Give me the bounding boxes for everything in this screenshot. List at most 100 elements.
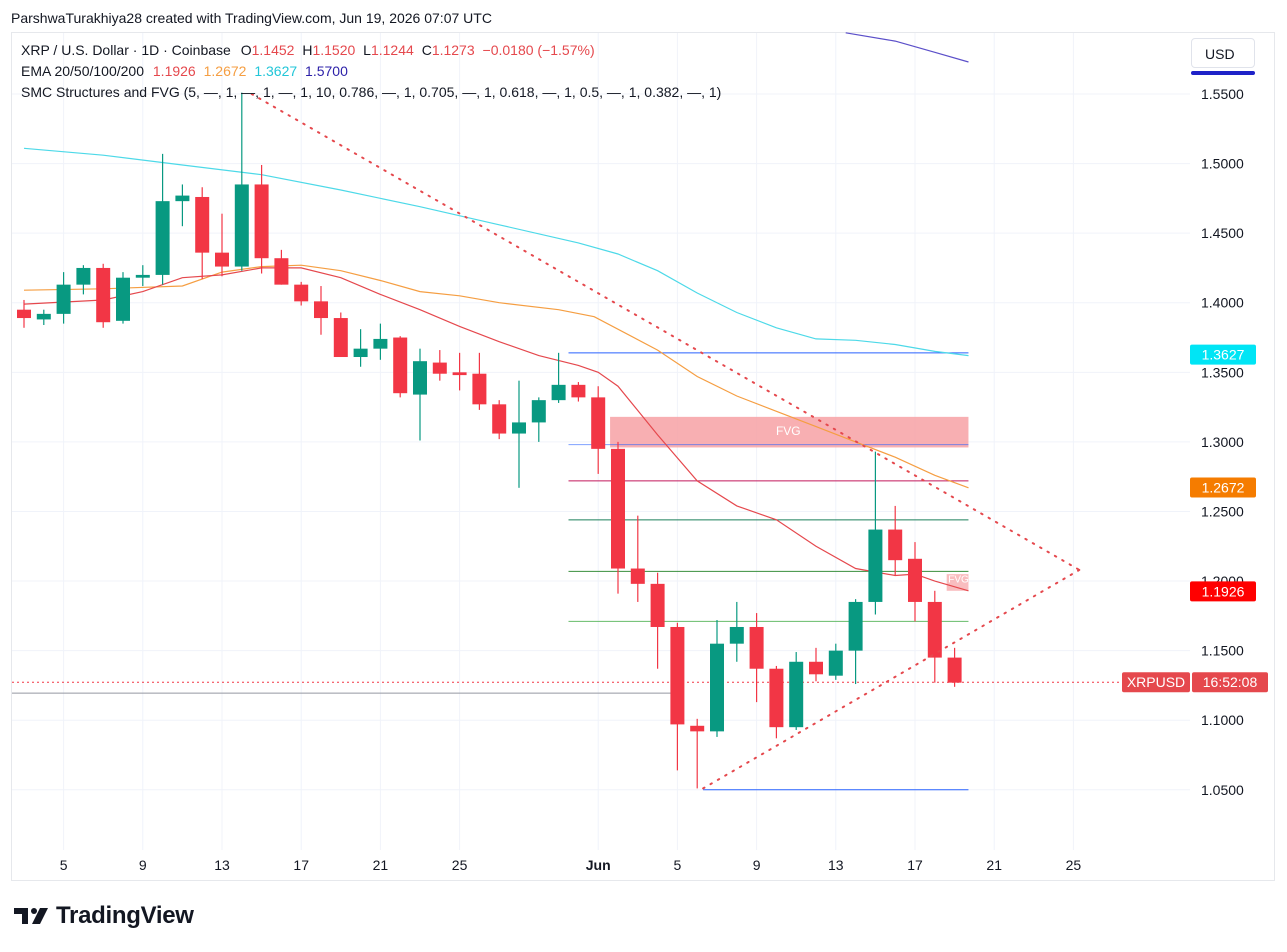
candle-body (432, 362, 447, 374)
candle-body (175, 195, 190, 202)
x-tick-label: 13 (214, 857, 230, 873)
tag-countdown-bg (1192, 672, 1268, 693)
candle-body (274, 258, 289, 285)
legend-high-label: H (302, 42, 313, 58)
chart-credit: ParshwaTurakhiya28 created with TradingV… (11, 10, 492, 26)
candle-body (690, 725, 705, 732)
candle-body (492, 404, 507, 434)
ema100-line (23, 147, 969, 357)
candle-body (452, 372, 467, 376)
legend-symbol: XRP / U.S. Dollar · 1D · Coinbase (21, 42, 231, 58)
candle-body (868, 529, 883, 602)
tag-ema50-bg (1190, 477, 1256, 498)
candle-body (76, 267, 91, 285)
y-tick-label: 1.3500 (1201, 364, 1244, 380)
candle-body (848, 601, 863, 651)
candle-body (908, 558, 922, 602)
x-tick-label: 9 (753, 857, 761, 873)
trendline-lower (702, 568, 1081, 790)
candle-body (294, 284, 309, 302)
smc-zones: FVG FVG (12, 352, 1120, 791)
candle-body (710, 643, 724, 732)
candle-body (749, 626, 764, 669)
candle-body (413, 361, 427, 395)
legend-open-value: 1.1452 (251, 42, 295, 58)
candle-body (353, 348, 368, 358)
x-tick-label: 21 (986, 857, 1002, 873)
tag-ema20-bg (1190, 581, 1256, 602)
candlesticks (17, 92, 962, 789)
x-tick-label: 17 (907, 857, 923, 873)
candle-body (611, 448, 625, 569)
ema-lines (23, 32, 969, 592)
legend-ema50: 1.2672 (203, 63, 247, 79)
candle-body (155, 201, 170, 275)
tag-ema50: 1.2672 (1202, 480, 1245, 496)
y-tick-label: 1.3000 (1201, 434, 1244, 450)
candle-body (888, 529, 903, 561)
candle-body (591, 397, 606, 449)
legend-ema-label: EMA 20/50/100/200 (21, 63, 144, 79)
tag-symbol-bg (1122, 672, 1190, 693)
candle-body (769, 668, 784, 728)
legend-ema[interactable]: EMA 20/50/100/200 1.1926 1.2672 1.3627 1… (21, 63, 348, 79)
x-tick-label: 17 (293, 857, 309, 873)
legend-high-value: 1.1520 (312, 42, 356, 58)
candle-body (17, 309, 31, 319)
x-tick-label: 13 (828, 857, 844, 873)
x-tick-label: 21 (373, 857, 389, 873)
candle-body (551, 384, 566, 401)
legend-change: −0.0180 (−1.57%) (482, 42, 595, 58)
candle-body (135, 274, 150, 278)
candle-body (531, 400, 546, 423)
candle-body (809, 661, 823, 675)
legend-low-label: L (363, 42, 371, 58)
legend-ema200: 1.5700 (305, 63, 348, 79)
y-tick-label: 1.1000 (1201, 712, 1244, 728)
candle-body (215, 252, 229, 267)
fvg-label: FVG (776, 424, 801, 438)
candle-body (96, 267, 111, 323)
legend-ohlc[interactable]: XRP / U.S. Dollar · 1D · Coinbase O1.145… (21, 42, 595, 58)
tag-ema20: 1.1926 (1202, 583, 1245, 599)
trend-lines (250, 93, 1081, 790)
y-tick-label: 1.4000 (1201, 295, 1244, 311)
candle-body (314, 301, 328, 319)
y-tick-label: 1.2500 (1201, 503, 1244, 519)
candle-body (116, 277, 130, 321)
x-tick-label: 25 (452, 857, 468, 873)
candle-body (729, 626, 744, 644)
tag-ema100-bg (1190, 344, 1256, 365)
ema200-line (845, 32, 969, 63)
tradingview-logo-icon (14, 908, 48, 924)
legend-close-label: C (421, 42, 432, 58)
price-tags: 1.3627 1.2672 1.1926 XRPUSD 16:52:08 (1122, 344, 1268, 693)
currency-button[interactable]: USD (1191, 38, 1255, 68)
candle-body (670, 626, 685, 725)
currency-underline (1191, 71, 1255, 75)
candle-body (512, 422, 526, 434)
fvg-small-label: FVG (948, 574, 969, 585)
legend-smc-text: SMC Structures and FVG (5, —, 1, —, 1, —… (21, 84, 722, 100)
candle-body (36, 313, 51, 320)
legend-ema20: 1.1926 (152, 63, 196, 79)
y-tick-label: 1.1500 (1201, 643, 1244, 659)
x-tick-label: 25 (1066, 857, 1082, 873)
tradingview-brand: TradingView (56, 902, 194, 929)
tradingview-logo[interactable]: TradingView (14, 902, 194, 930)
x-tick-label: 5 (60, 857, 68, 873)
legend-smc[interactable]: SMC Structures and FVG (5, —, 1, —, 1, —… (21, 84, 721, 100)
candle-body (56, 284, 71, 314)
x-tick-label: Jun (586, 857, 611, 873)
y-tick-label: 1.0500 (1201, 782, 1244, 798)
chart-frame[interactable] (11, 32, 1275, 881)
y-tick-label: 1.4500 (1201, 225, 1244, 241)
candle-body (947, 657, 962, 683)
legend-open-label: O (240, 42, 252, 58)
tag-countdown: 16:52:08 (1203, 674, 1258, 690)
legend-ema100: 1.3627 (254, 63, 298, 79)
candle-body (630, 568, 645, 584)
candle-body (234, 184, 249, 267)
tag-ema100: 1.3627 (1202, 347, 1245, 363)
